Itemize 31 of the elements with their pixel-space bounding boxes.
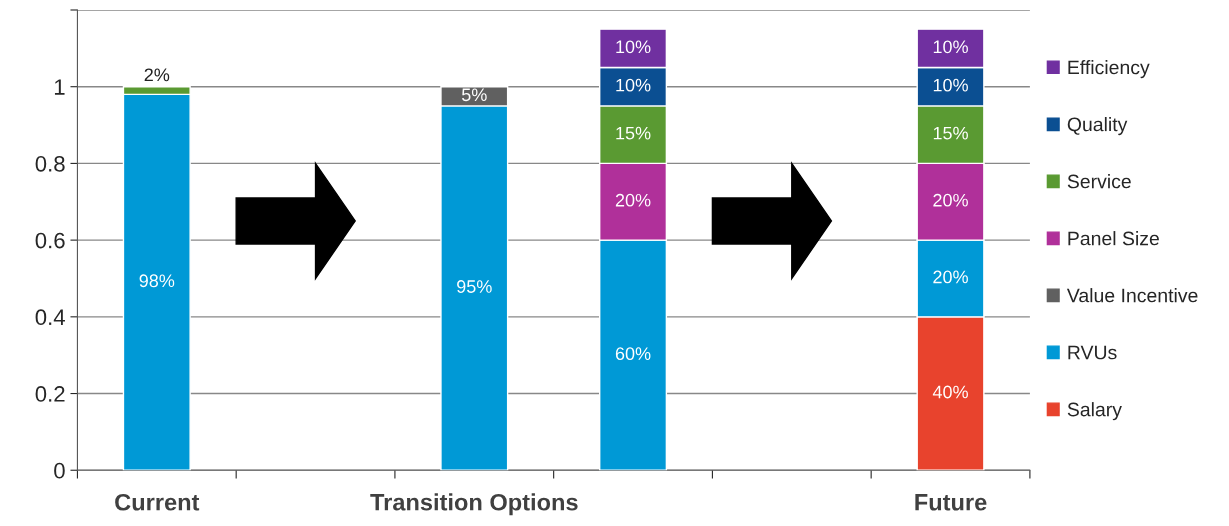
data-label: 98% (139, 274, 175, 288)
data-label: 5% (461, 88, 487, 102)
legend-label: Value Incentive (1066, 288, 1198, 303)
y-tick-label: 0.4 (35, 309, 65, 326)
legend-label: Service (1067, 174, 1131, 189)
data-label: 20% (933, 193, 968, 207)
data-label: 10% (616, 78, 651, 92)
legend-label: Quality (1067, 117, 1128, 136)
data-label: 10% (933, 40, 968, 54)
data-label: 10% (933, 78, 968, 92)
y-tick-label: 0.2 (35, 386, 65, 402)
legend-label: Salary (1067, 402, 1122, 421)
data-label: 10% (616, 40, 651, 54)
data-label: 95% (457, 280, 492, 293)
data-label: 2% (144, 68, 170, 82)
y-tick-label: 0.6 (35, 232, 65, 249)
data-label: 40% (932, 385, 968, 399)
y-tick-label: 0 (54, 462, 65, 479)
y-tick-label: 1 (54, 79, 65, 95)
legend-label: RVUs (1068, 345, 1117, 360)
data-label: 20% (933, 270, 968, 284)
x-tick-label: Transition Options (370, 493, 578, 516)
y-tick-label: 0.8 (35, 155, 65, 172)
data-label: 15% (616, 126, 651, 140)
data-label: 15% (933, 126, 968, 140)
legend-label: Panel Size (1068, 231, 1159, 246)
x-tick-label: Current (115, 493, 200, 511)
data-label: 60% (615, 347, 651, 361)
data-label: 20% (615, 193, 651, 207)
legend-label: Efficiency (1068, 60, 1150, 79)
x-tick-label: Future (915, 494, 987, 511)
